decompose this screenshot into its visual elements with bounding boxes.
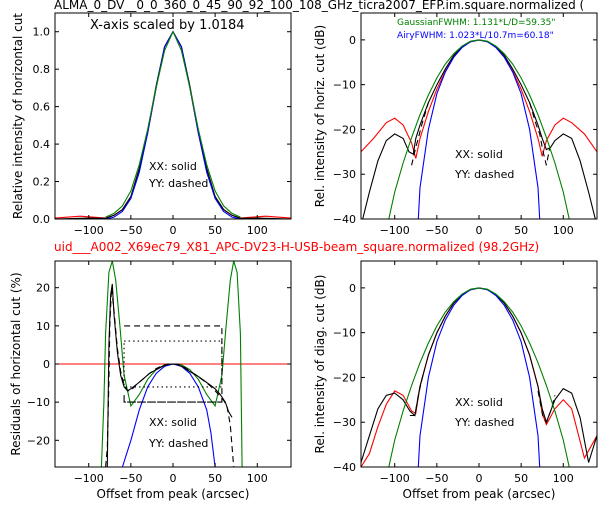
chart-panels: −100 −50 0 50 1000.00.20.40.60.81.0Relative … <box>9 12 598 501</box>
annotation-text: GaussianFWHM: 1.131*L/D=59.35" <box>397 18 555 28</box>
annotation-text: XX: solid <box>455 396 503 409</box>
series-line-5 <box>105 287 235 467</box>
x-tick-label: −50 <box>425 224 448 237</box>
series-line-6 <box>388 39 570 219</box>
annotation-text: YY: dashed <box>454 168 514 181</box>
annotation-text: XX: solid <box>149 416 197 429</box>
y-axis-label: Rel. intensity of diag. cut (dB) <box>313 275 327 454</box>
y-tick-label: 0.8 <box>33 63 51 76</box>
y-tick-label: −40 <box>333 461 356 474</box>
x-tick-label: −100 <box>380 472 410 485</box>
y-axis-label: Residuals of horizontal cut (%) <box>9 272 23 455</box>
series-line-6 <box>123 325 223 403</box>
y-axis-label: Relative intensity of horizontal cut <box>11 13 25 219</box>
x-tick-label: −100 <box>74 224 104 237</box>
y-tick-label: 0.6 <box>33 101 51 114</box>
y-tick-label: 20 <box>36 282 50 295</box>
y-tick-label: 0 <box>349 34 356 47</box>
x-tick-label: 100 <box>247 224 268 237</box>
x-axis-label: Offset from peak (arcsec) <box>97 487 250 501</box>
series-group <box>55 261 291 467</box>
annotation-text: X-axis scaled by 1.0184 <box>90 18 245 33</box>
x-tick-label: 100 <box>553 472 574 485</box>
series-line-6 <box>388 287 570 467</box>
x-tick-label: 100 <box>553 224 574 237</box>
annotation-text: YY: dashed <box>148 437 208 450</box>
x-tick-label: 0 <box>476 224 483 237</box>
annotation-text: YY: dashed <box>454 416 514 429</box>
x-tick-label: −50 <box>119 224 142 237</box>
series-line-7 <box>123 340 223 388</box>
x-tick-label: 50 <box>208 472 222 485</box>
y-axis-label: Rel. intensity of horiz. cut (dB) <box>313 25 327 207</box>
panel-p1: −100 −50 0 50 100 0.0 0.2 0.4 0.6 0.8 1.0 Relative … <box>11 12 292 237</box>
annotation-text: YY: dashed <box>148 177 208 190</box>
series-line-4 <box>529 102 551 166</box>
x-tick-label: 0 <box>170 472 177 485</box>
x-tick-label: 100 <box>247 472 268 485</box>
x-tick-label: 50 <box>208 224 222 237</box>
y-tick-label: 0 <box>349 282 356 295</box>
x-tick-label: −50 <box>119 472 142 485</box>
annotation-text: XX: solid <box>455 148 503 161</box>
y-tick-label: −30 <box>333 416 356 429</box>
x-tick-label: −100 <box>74 472 104 485</box>
x-axis-label: Offset from peak (arcsec) <box>403 487 556 501</box>
figure-title-mid: uid___A002_X69ec79_X81_APC-DV23-H-USB-be… <box>54 240 539 254</box>
y-tick-label: −10 <box>27 396 50 409</box>
y-tick-label: −20 <box>333 123 356 136</box>
x-tick-label: 0 <box>170 224 177 237</box>
y-tick-label: −10 <box>333 79 356 92</box>
annotation-text: XX: solid <box>149 160 197 173</box>
x-tick-label: 50 <box>514 472 528 485</box>
figure-title-top: ALMA_0_DV__0_0_360_0_45_90_92_100_108_GH… <box>54 0 584 12</box>
x-tick-label: −100 <box>380 224 410 237</box>
series-group <box>361 39 597 219</box>
x-tick-label: 0 <box>476 472 483 485</box>
y-tick-label: −30 <box>333 168 356 181</box>
x-tick-label: −50 <box>425 472 448 485</box>
y-tick-label: −40 <box>333 213 356 226</box>
y-tick-label: 1.0 <box>33 26 51 39</box>
x-tick-label: 50 <box>514 224 528 237</box>
y-tick-label: −20 <box>333 371 356 384</box>
y-tick-label: 0.0 <box>33 213 51 226</box>
series-group <box>55 30 291 219</box>
y-tick-label: 0.4 <box>33 138 51 151</box>
y-tick-label: 0 <box>43 358 50 371</box>
y-tick-label: −10 <box>333 327 356 340</box>
series-group <box>361 287 597 467</box>
y-tick-label: 0.2 <box>33 176 51 189</box>
annotation-text: AiryFWHM: 1.023*L/10.7m=60.18" <box>397 31 554 41</box>
series-line-3 <box>409 372 424 417</box>
y-tick-label: 10 <box>36 320 50 333</box>
series-line-3 <box>411 102 429 166</box>
series-line-4 <box>105 30 241 218</box>
y-tick-label: −20 <box>27 434 50 447</box>
